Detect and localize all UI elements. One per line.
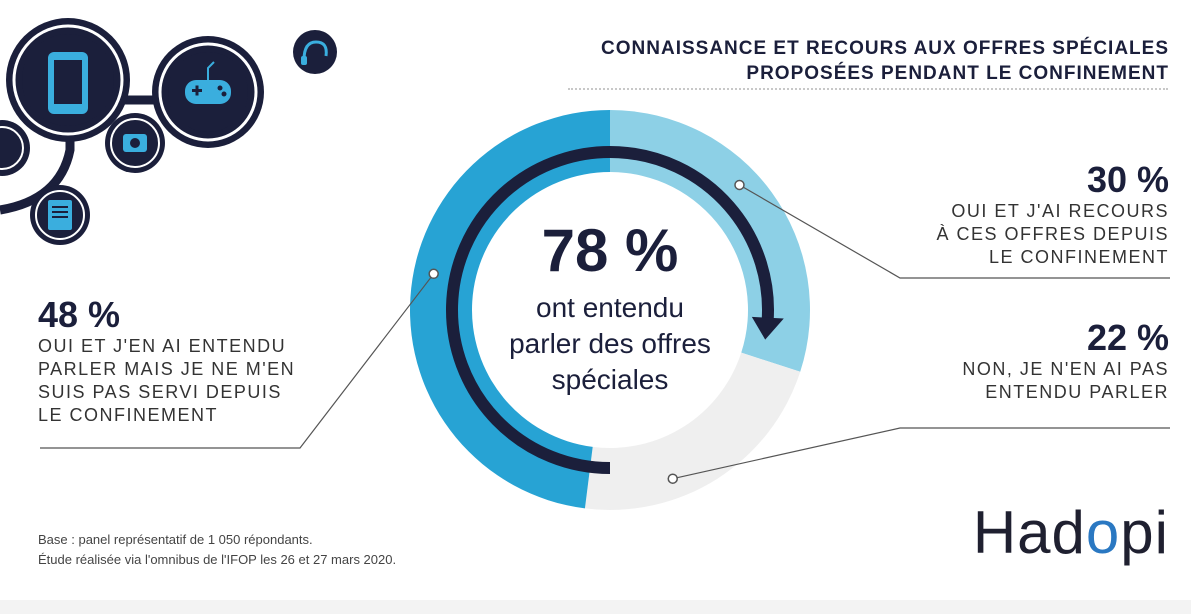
ebook-icon: [30, 185, 90, 245]
donut-center-text: 78 % ont entendu parler des offres spéci…: [497, 216, 723, 398]
chart-title: CONNAISSANCE ET RECOURS AUX OFFRES SPÉCI…: [601, 36, 1169, 86]
callout-right-top: 30 % OUI ET J'AI RECOURS À CES OFFRES DE…: [829, 160, 1169, 269]
chart-title-line-2: PROPOSÉES PENDANT LE CONFINEMENT: [746, 63, 1169, 84]
leader-line-48: [40, 273, 435, 449]
callout-left-value: 48 %: [38, 294, 121, 335]
donut-slice-48: [409, 110, 610, 509]
device-icons-decoration: [0, 18, 337, 245]
partial-device-circle: [0, 120, 30, 176]
leader-line-48-marker: [428, 268, 439, 280]
gamepad-icon: [152, 36, 264, 148]
logo-text-part-2: pi: [1120, 499, 1169, 566]
leader-line-22-marker: [667, 473, 678, 484]
callout-right-top-value: 30 %: [1086, 159, 1169, 200]
callout-right-bottom-label: NON, JE N'EN AI PAS ENTENDU PARLER: [962, 359, 1169, 402]
callout-right-bottom: 22 % NON, JE N'EN AI PAS ENTENDU PARLER: [829, 318, 1169, 404]
awareness-arrow-head: [751, 316, 784, 340]
logo-text-part-1: Had: [972, 499, 1086, 566]
leader-line-30-marker: [734, 179, 745, 191]
smartphone-icon: [6, 18, 130, 142]
callout-right-top-label: OUI ET J'AI RECOURS À CES OFFRES DEPUIS …: [936, 201, 1169, 267]
awareness-arc: [446, 146, 774, 474]
center-label: ont entendu parler des offres spéciales: [509, 292, 711, 395]
bottom-bar: [0, 600, 1191, 614]
logo-text-accent: o: [1085, 499, 1121, 566]
donut-slice-30: [610, 110, 810, 372]
chart-title-line-1: CONNAISSANCE ET RECOURS AUX OFFRES SPÉCI…: [601, 38, 1169, 59]
camera-icon: [105, 113, 165, 173]
callout-left: 48 % OUI ET J'EN AI ENTENDU PARLER MAIS …: [38, 295, 378, 427]
hadopi-logo: Hadopi: [973, 498, 1169, 568]
title-divider: [568, 88, 1168, 90]
headphones-icon: [293, 30, 337, 74]
base-note: Base : panel représentatif de 1 050 répo…: [38, 532, 397, 567]
leader-line-30: [739, 184, 1170, 279]
callout-right-bottom-value: 22 %: [1086, 317, 1169, 358]
donut-slice-22: [584, 352, 801, 510]
callout-left-label: OUI ET J'EN AI ENTENDU PARLER MAIS JE NE…: [38, 336, 296, 425]
leader-line-22: [672, 427, 1170, 480]
center-value: 78 %: [541, 217, 679, 284]
